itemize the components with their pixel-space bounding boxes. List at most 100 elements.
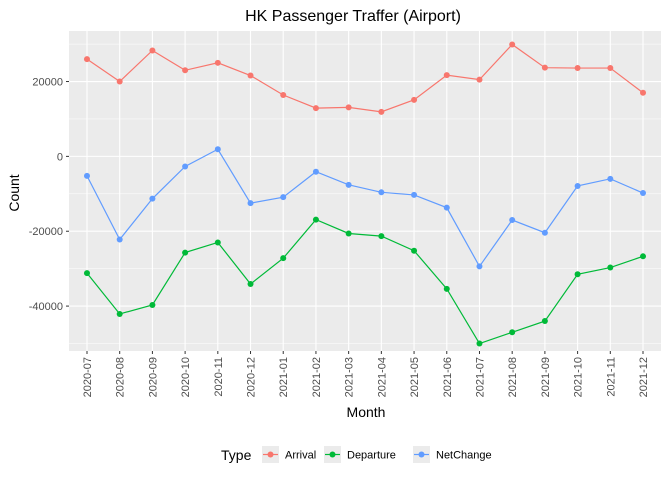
- y-tick-label: 0: [57, 151, 63, 163]
- x-tick-label: 2021-04: [376, 357, 388, 397]
- data-point-netchange: [640, 190, 647, 197]
- legend: Type Arrival Departure NetChange: [221, 446, 492, 463]
- data-point-netchange: [476, 263, 483, 270]
- x-tick-label: 2021-10: [573, 357, 585, 397]
- data-point-arrival: [280, 92, 287, 98]
- data-point-departure: [149, 301, 156, 308]
- y-axis: -40000 -20000 0 20000: [29, 77, 69, 313]
- major-gridlines: [69, 31, 661, 351]
- legend-label: Arrival: [285, 450, 316, 462]
- data-point-netchange: [182, 163, 189, 170]
- minor-gridlines: [69, 43, 661, 344]
- data-point-arrival: [345, 104, 352, 111]
- data-point-departure: [378, 233, 385, 240]
- series-line-arrival: [86, 43, 644, 113]
- data-point-netchange: [312, 168, 319, 175]
- data-point-netchange: [378, 189, 385, 196]
- x-tick-label: 2021-09: [540, 357, 552, 397]
- data-point-departure: [541, 318, 548, 325]
- x-tick-label: 2020-11: [213, 357, 225, 397]
- x-tick-label: 2021-02: [311, 357, 323, 397]
- data-point-netchange: [411, 191, 418, 198]
- x-tick-label: 2021-05: [409, 357, 421, 397]
- data-point-netchange: [541, 229, 548, 236]
- x-tick-label: 2021-01: [278, 357, 290, 397]
- data-point-netchange: [574, 182, 581, 189]
- data-point-netchange: [149, 195, 156, 202]
- chart-title: HK Passenger Traffer (Airport): [245, 8, 461, 25]
- legend-item-arrival: Arrival: [262, 446, 316, 463]
- data-point-arrival: [214, 59, 221, 66]
- data-point-arrival: [411, 96, 418, 103]
- x-tick-label: 2020-09: [147, 357, 159, 397]
- data-point-departure: [411, 247, 418, 254]
- data-point-departure: [116, 310, 123, 317]
- series-line-departure: [86, 218, 644, 345]
- data-point-netchange: [443, 204, 450, 211]
- data-point-departure: [312, 216, 319, 223]
- data-point-departure: [214, 239, 221, 246]
- series-line-netchange: [86, 148, 644, 268]
- x-tick-label: 2021-06: [442, 357, 454, 397]
- y-axis-title: Count: [6, 174, 22, 211]
- data-point-arrival: [476, 76, 483, 83]
- y-tick-label: -40000: [29, 301, 63, 313]
- series-points: [83, 41, 647, 347]
- x-tick-label: 2020-12: [246, 357, 258, 397]
- x-tick-label: 2021-08: [507, 357, 519, 397]
- data-point-netchange: [247, 200, 254, 207]
- legend-item-departure: Departure: [324, 446, 396, 463]
- data-point-arrival: [509, 41, 516, 48]
- legend-key-point: [329, 451, 336, 458]
- x-tick-label: 2021-11: [605, 357, 617, 397]
- legend-title: Type: [221, 447, 252, 463]
- data-point-arrival: [83, 56, 90, 63]
- legend-key-point: [267, 451, 274, 458]
- legend-label: NetChange: [436, 450, 492, 462]
- data-point-departure: [509, 329, 516, 336]
- data-point-arrival: [312, 105, 319, 112]
- data-point-departure: [182, 249, 189, 256]
- data-point-arrival: [640, 89, 647, 96]
- data-point-netchange: [214, 146, 221, 153]
- x-axis-title: Month: [347, 404, 386, 420]
- data-point-departure: [247, 281, 254, 288]
- data-point-departure: [280, 255, 287, 262]
- data-point-departure: [607, 264, 614, 271]
- data-point-netchange: [607, 175, 614, 182]
- data-point-departure: [443, 285, 450, 292]
- data-point-netchange: [116, 236, 123, 243]
- data-point-netchange: [509, 217, 516, 224]
- data-point-departure: [345, 230, 352, 237]
- data-point-arrival: [149, 47, 156, 54]
- data-point-departure: [574, 271, 581, 278]
- data-point-arrival: [116, 78, 123, 85]
- data-point-departure: [476, 340, 483, 347]
- y-tick-label: -20000: [29, 226, 63, 238]
- x-tick-label: 2021-07: [474, 357, 486, 397]
- series-lines: [86, 43, 644, 345]
- x-axis: 2020-07 2020-08 2020-09 2020-10 2020-11 2020-…: [82, 351, 650, 397]
- data-point-netchange: [83, 172, 90, 179]
- legend-label: Departure: [347, 450, 396, 462]
- x-tick-label: 2021-03: [344, 357, 356, 397]
- data-point-arrival: [247, 72, 254, 79]
- x-tick-label: 2020-08: [115, 357, 127, 397]
- x-tick-label: 2020-10: [180, 357, 192, 397]
- data-point-arrival: [541, 64, 548, 71]
- data-point-netchange: [345, 181, 352, 188]
- data-point-arrival: [182, 67, 189, 74]
- plot-panel: [69, 31, 661, 351]
- data-point-arrival: [378, 108, 385, 115]
- data-point-arrival: [443, 72, 450, 79]
- data-point-departure: [83, 270, 90, 277]
- y-tick-label: 20000: [32, 77, 63, 89]
- data-point-arrival: [607, 65, 614, 72]
- data-point-departure: [640, 253, 647, 260]
- data-point-arrival: [574, 65, 581, 72]
- legend-item-netchange: NetChange: [413, 446, 492, 463]
- x-tick-label: 2020-07: [82, 357, 94, 397]
- data-point-netchange: [280, 194, 287, 201]
- legend-key-point: [418, 451, 425, 458]
